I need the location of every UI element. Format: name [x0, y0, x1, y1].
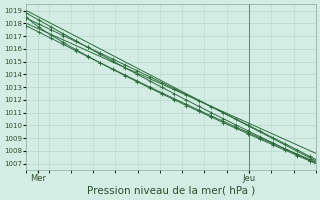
X-axis label: Pression niveau de la mer( hPa ): Pression niveau de la mer( hPa ) [87, 186, 255, 196]
